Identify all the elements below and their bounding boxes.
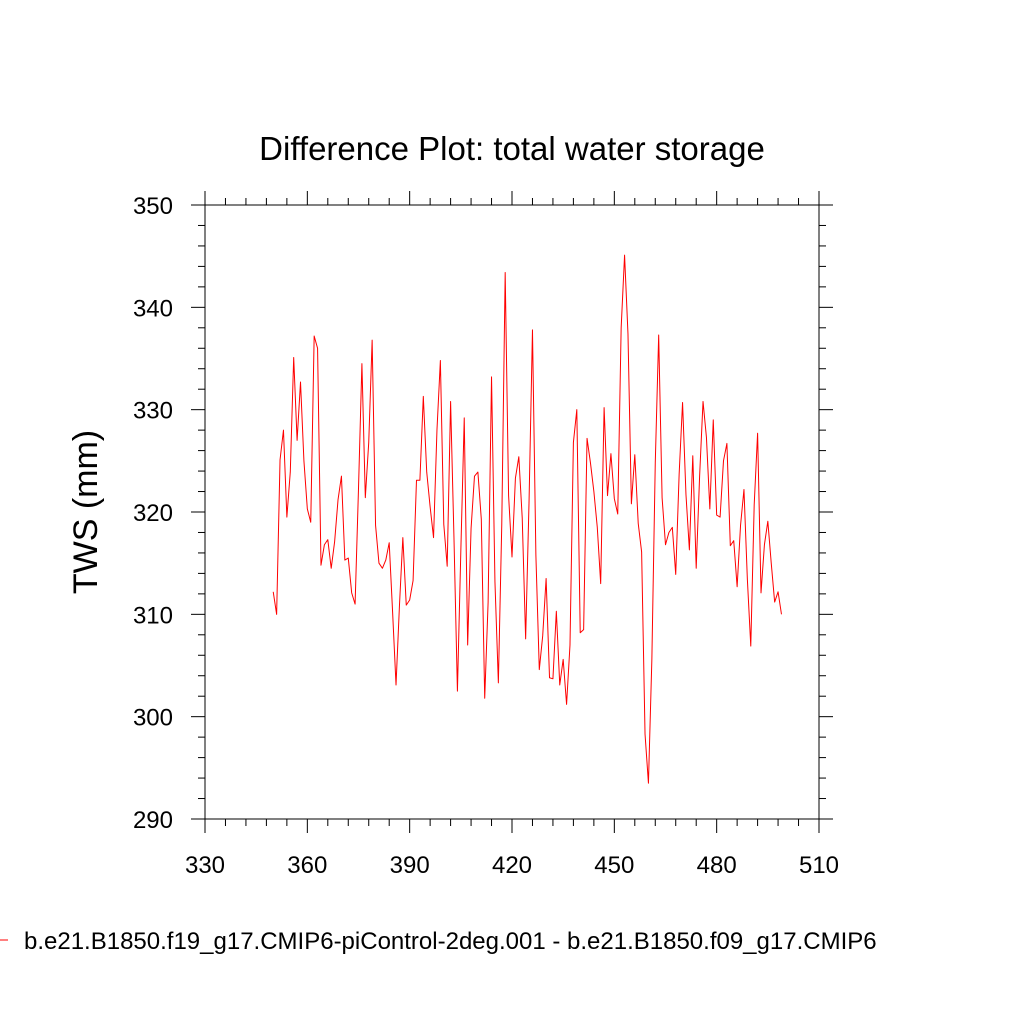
- y-tick-label: 320: [133, 500, 173, 527]
- axis-ticks: [191, 191, 833, 833]
- x-tick-label: 330: [185, 852, 225, 879]
- legend-label: b.e21.B1850.f19_g17.CMIP6-piControl-2deg…: [24, 928, 877, 955]
- y-tick-label: 300: [133, 705, 173, 732]
- y-tick-label: 350: [133, 193, 173, 220]
- y-axis-label: TWS (mm): [67, 430, 105, 594]
- x-tick-label: 420: [492, 852, 532, 879]
- y-tick-label: 310: [133, 602, 173, 629]
- series-layer: [272, 254, 782, 784]
- axis-tick-labels: 330 360 390 420 450 480 510 290 300 310 320 330 340 3…: [133, 193, 839, 879]
- series-line: [272, 254, 782, 784]
- x-tick-label: 510: [799, 852, 839, 879]
- y-tick-label: 330: [133, 398, 173, 425]
- y-tick-label: 290: [133, 807, 173, 834]
- chart-title: Difference Plot: total water storage: [259, 130, 765, 167]
- legend: b.e21.B1850.f19_g17.CMIP6-piControl-2deg…: [0, 928, 877, 955]
- x-tick-label: 480: [697, 852, 737, 879]
- x-tick-label: 390: [390, 852, 430, 879]
- plot-frame: [204, 204, 820, 820]
- x-tick-label: 360: [287, 852, 327, 879]
- x-tick-label: 450: [594, 852, 634, 879]
- y-tick-label: 340: [133, 295, 173, 322]
